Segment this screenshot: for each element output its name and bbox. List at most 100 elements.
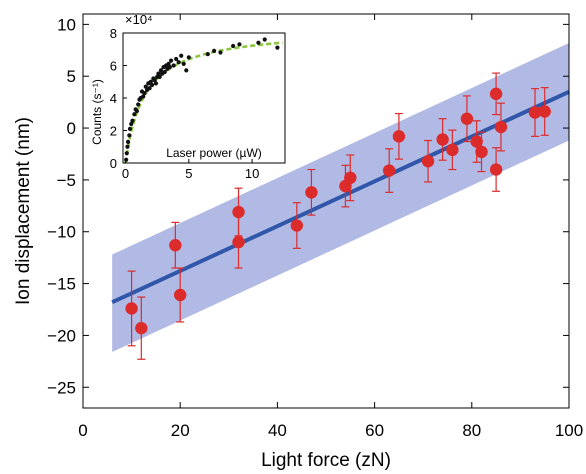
inset-data-point: [125, 144, 130, 149]
inset-data-point: [237, 42, 242, 47]
data-points-layer: [125, 87, 551, 335]
data-point: [538, 105, 551, 118]
inset-data-point: [127, 133, 132, 138]
data-point: [125, 302, 138, 315]
y-tick-label: −15: [47, 275, 76, 294]
inset-data-point: [168, 58, 174, 63]
inset-data-point: [157, 74, 162, 79]
x-tick-label: 20: [171, 421, 190, 440]
inset-data-point: [152, 78, 157, 83]
main-plot-frame: [82, 13, 570, 409]
inset-y-axis-title: Counts (s⁻¹): [90, 79, 104, 145]
inset-data-point: [129, 121, 134, 127]
data-point: [494, 120, 508, 134]
data-point: [528, 106, 542, 119]
inset-data-point: [181, 61, 186, 66]
inset-data-points-layer: [124, 37, 280, 162]
inset-ticks-layer: 0 5 10 0 2 4 6 8: [110, 26, 260, 181]
data-point: [421, 155, 435, 168]
y-tick-label: −25: [47, 378, 76, 397]
inset-data-point: [231, 43, 236, 49]
x-tick-label: 100: [555, 421, 583, 440]
main-y-axis-title: Ion displacement (nm): [13, 117, 34, 305]
inset-data-point: [167, 65, 172, 70]
inset-data-point: [171, 63, 176, 68]
inset-data-point: [186, 55, 191, 60]
y-tick-label: 10: [57, 15, 76, 34]
inset-data-point: [142, 91, 147, 96]
data-point: [344, 171, 357, 185]
data-point: [489, 163, 503, 176]
inset-data-point: [130, 118, 135, 123]
y-tick-label: 0: [67, 119, 76, 138]
inset-data-point: [174, 56, 179, 62]
inset-data-point: [132, 112, 137, 117]
inset-data-point: [176, 60, 181, 65]
inset-y-multiplier: ×10⁴: [125, 12, 153, 27]
inset-data-point: [136, 102, 141, 107]
inset-data-point: [148, 79, 153, 84]
data-point: [470, 135, 483, 148]
inset-y-tick-label: 6: [110, 59, 117, 74]
data-point: [290, 219, 304, 232]
inset-data-point: [141, 94, 146, 99]
y-tick-label: −5: [57, 171, 76, 190]
data-point: [174, 288, 187, 302]
data-point: [382, 164, 396, 177]
inset-data-point: [212, 48, 217, 53]
data-point: [135, 321, 148, 335]
inset-data-point: [124, 157, 129, 162]
data-point: [475, 145, 488, 159]
data-point: [169, 239, 182, 252]
data-point: [489, 87, 503, 101]
inset-data-point: [184, 68, 189, 73]
data-point: [446, 143, 459, 157]
inset-data-point: [147, 86, 152, 91]
inset-data-point: [218, 50, 223, 55]
y-tick-label: −10: [47, 223, 76, 242]
data-point: [392, 130, 406, 143]
inset-x-tick-label: 10: [245, 166, 259, 181]
inset-data-point: [143, 84, 148, 89]
x-tick-label: 80: [462, 421, 481, 440]
inset-data-point: [256, 40, 261, 45]
fit-line: [111, 89, 570, 305]
inset-data-point: [205, 52, 210, 57]
inset-x-axis-title: Laser power (µW): [166, 146, 262, 160]
inset-data-point: [125, 139, 131, 144]
inset-data-point: [127, 126, 133, 131]
inset-data-point: [150, 82, 155, 88]
inset-y-tick-label: 8: [110, 26, 117, 41]
main-x-axis-title: Light force (zN): [261, 450, 391, 471]
data-point: [460, 112, 474, 125]
inset-x-tick-label: 0: [122, 166, 129, 181]
inset-y-tick-label: 2: [110, 124, 117, 139]
data-point: [232, 205, 245, 219]
inset-data-point: [275, 45, 280, 50]
inset-data-point: [162, 69, 167, 75]
inset-data-point: [134, 108, 140, 114]
inset-data-point: [262, 37, 267, 42]
data-point: [232, 235, 245, 249]
inset-chart: 0 5 10 0 2 4 6 8 ×10⁴ Laser power (µW) Counts (…: [90, 12, 286, 181]
inset-y-tick-label: 0: [110, 156, 117, 171]
x-tick-label: 40: [268, 421, 287, 440]
y-tick-label: 5: [67, 67, 76, 86]
data-point: [305, 186, 318, 199]
inset-data-point: [156, 71, 161, 76]
inset-data-point: [158, 68, 164, 73]
inset-background: [123, 33, 285, 163]
x-tick-label: 0: [78, 421, 87, 440]
fit-line-layer: [111, 89, 570, 305]
y-tick-label: −20: [47, 326, 76, 345]
inset-y-tick-label: 4: [110, 91, 117, 106]
inset-data-point: [153, 81, 159, 86]
inset-data-point: [179, 53, 184, 58]
inset-x-tick-label: 5: [185, 166, 192, 181]
data-point: [436, 133, 449, 146]
x-tick-label: 60: [365, 421, 384, 440]
inset-data-point: [124, 151, 129, 156]
